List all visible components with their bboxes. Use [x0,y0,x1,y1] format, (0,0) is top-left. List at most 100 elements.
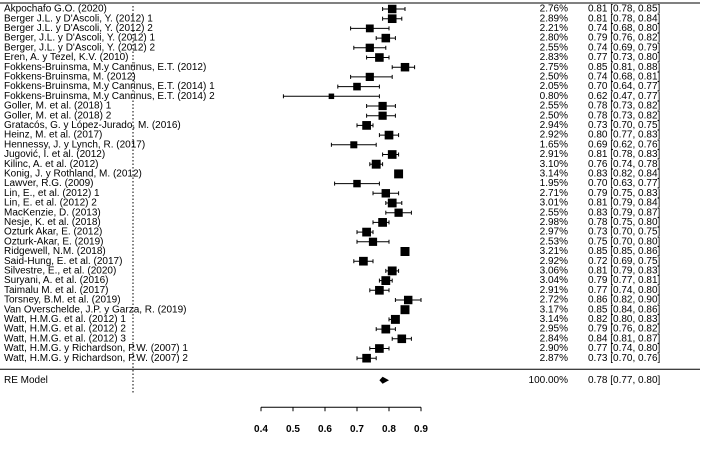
study-label: Hennessy, J. y Lynch, R. (2017) [4,139,145,150]
study-ci: 0.77 [0.74, 0.80] [588,285,661,296]
study-label: Watt, H.M.G. y Richardson, P.W. (2007) 1 [4,343,188,354]
study-ci: 0.76 [0.74, 0.78] [588,159,661,170]
study-weight: 2.97% [540,227,568,238]
study-ci: 0.84 [0.81, 0.87] [588,333,661,344]
study-weight: 2.75% [540,62,568,73]
study-weight: 2.50% [540,72,568,83]
study-label: Berger, J.L. y D'Ascoli, Y. (2012) 1 [4,33,155,44]
study-weight: 2.91% [540,149,568,160]
study-point [400,247,410,256]
study-label: Torsney, B.M. et al. (2019) [4,295,121,306]
study-ci: 0.73 [0.70, 0.75] [588,227,661,238]
study-weight: 0.80% [540,91,568,102]
study-label: Fokkens-Bruinsma, M.y Canrinus, E.T. (20… [4,91,215,102]
study-weight: 3.04% [540,275,568,286]
study-point [375,344,384,353]
study-label: Said-Hung, E. et al. (2017) [4,256,122,267]
study-point [362,353,371,363]
study-ci: 0.75 [0.70, 0.80] [588,236,661,247]
study-point [387,266,397,276]
study-point [362,121,371,130]
study-ci: 0.77 [0.73, 0.80] [588,52,661,63]
study-ci: 0.79 [0.75, 0.83] [588,188,661,199]
study-weight: 3.14% [540,169,568,180]
study-label: Lawver, R.G. (2009) [4,178,93,189]
study-ci: 0.69 [0.62, 0.76] [588,139,661,150]
study-label: Berger J.L. y D'Ascoli, Y. (2012) 2 [4,23,153,34]
summary-diamond [379,376,389,384]
study-label: Silvestre, E., et al. (2020) [4,266,116,277]
study-ci: 0.83 [0.79, 0.87] [588,207,661,218]
study-weight: 2.76% [540,4,568,15]
study-label: Konig, J. y Rothland, M. (2012) [4,169,142,180]
study-label: MacKenzie, D. (2013) [4,207,101,218]
x-tick-label: 0.7 [350,424,364,435]
study-point [400,62,410,72]
study-label: Gratacós, G. y López-Jurado, M. (2016) [4,120,181,131]
summary-label: RE Model [4,375,48,386]
study-ci: 0.74 [0.68, 0.80] [588,23,661,34]
study-ci: 0.62 [0.47, 0.77] [588,91,661,102]
study-weight: 1.95% [540,178,568,189]
study-ci: 0.80 [0.77, 0.83] [588,130,661,141]
study-point [384,130,394,140]
study-label: Ozturk-Akar, E. (2019) [4,236,103,247]
study-label: Watt, H.M.G. et al. (2012) 3 [4,333,126,344]
study-label: Ridgewell, N.M. (2018) [4,246,106,257]
study-label: Van Overschelde, J.P. y Garza, R. (2019) [4,304,187,315]
study-ci: 0.72 [0.69, 0.75] [588,256,661,267]
x-tick-label: 0.8 [382,424,396,435]
study-point [381,33,391,43]
study-label: Heinz, M. et al. (2017) [4,130,102,141]
study-ci: 0.78 [0.75, 0.80] [588,217,661,228]
study-point [381,324,391,334]
study-point [387,198,397,208]
study-ci: 0.78 [0.73, 0.82] [588,101,661,112]
study-weight: 2.55% [540,101,568,112]
study-weight: 3.17% [540,304,568,315]
study-point [387,14,397,24]
x-tick-label: 0.5 [286,424,300,435]
study-point [387,4,397,14]
study-ci: 0.70 [0.63, 0.77] [588,178,661,189]
x-tick-label: 0.4 [254,424,268,435]
study-weight: 2.21% [540,23,568,34]
x-tick-label: 0.9 [414,424,428,435]
study-weight: 2.91% [540,285,568,296]
study-weight: 2.55% [540,207,568,218]
study-label: Berger, J.L. y D'Ascoli, Y. (2012) 2 [4,42,155,53]
study-ci: 0.86 [0.82, 0.90] [588,295,661,306]
study-ci: 0.70 [0.64, 0.77] [588,81,661,92]
study-ci: 0.81 [0.78, 0.84] [588,13,661,24]
study-point [400,305,410,315]
study-weight: 1.65% [540,139,568,150]
study-ci: 0.83 [0.82, 0.84] [588,169,661,180]
study-ci: 0.81 [0.79, 0.83] [588,266,661,277]
study-point [397,334,407,344]
study-weight: 2.72% [540,295,568,306]
study-point [387,150,397,159]
study-label: Kilinc, A. et al. (2012) [4,159,99,170]
study-weight: 2.05% [540,81,568,92]
study-point [359,256,368,266]
study-ci: 0.73 [0.70, 0.76] [588,353,661,364]
study-weight: 2.94% [540,120,568,131]
study-label: Goller, M. et al. (2018) 1 [4,101,112,112]
study-point [365,72,374,81]
study-ci: 0.74 [0.69, 0.79] [588,42,661,53]
study-point [375,285,384,295]
study-ci: 0.85 [0.85, 0.86] [588,246,661,257]
study-weight: 2.92% [540,256,568,267]
summary-weight: 100.00% [529,375,569,386]
study-point [353,179,361,188]
study-ci: 0.81 [0.79, 0.84] [588,198,661,209]
study-label: Lin, E. et al. (2012) 2 [4,198,97,209]
study-ci: 0.81 [0.78, 0.85] [588,4,661,15]
study-weight: 2.92% [540,130,568,141]
study-weight: 2.80% [540,33,568,44]
x-tick-label: 0.6 [318,424,332,435]
study-label: Eren, A. y Tezel, K.V. (2010) [4,52,129,63]
study-ci: 0.81 [0.78, 0.83] [588,149,661,160]
study-point [375,53,384,62]
